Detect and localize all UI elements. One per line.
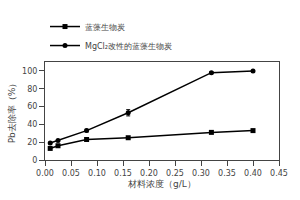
svg-text:0.15: 0.15 [114,169,132,178]
svg-text:0.10: 0.10 [88,169,106,178]
svg-text:0.45: 0.45 [270,169,288,178]
svg-text:80: 80 [27,85,37,94]
svg-text:60: 60 [27,102,37,111]
svg-text:材料浓度（g/L）: 材料浓度（g/L） [127,179,196,189]
svg-text:蓝藻生物炭: 蓝藻生物炭 [85,23,125,32]
svg-text:20: 20 [27,138,37,147]
svg-text:40: 40 [27,120,37,129]
svg-text:0.35: 0.35 [218,169,236,178]
svg-text:Pb去除率（%）: Pb去除率（%） [7,79,17,144]
svg-text:MgCl₂改性的蓝藻生物炭: MgCl₂改性的蓝藻生物炭 [85,42,172,51]
svg-text:100: 100 [22,67,37,76]
svg-text:0.05: 0.05 [62,169,80,178]
svg-text:0.00: 0.00 [36,169,54,178]
svg-text:0.30: 0.30 [192,169,210,178]
svg-text:0.20: 0.20 [140,169,158,178]
svg-text:0.25: 0.25 [166,169,184,178]
svg-text:0.40: 0.40 [244,169,262,178]
svg-text:0: 0 [32,156,37,165]
